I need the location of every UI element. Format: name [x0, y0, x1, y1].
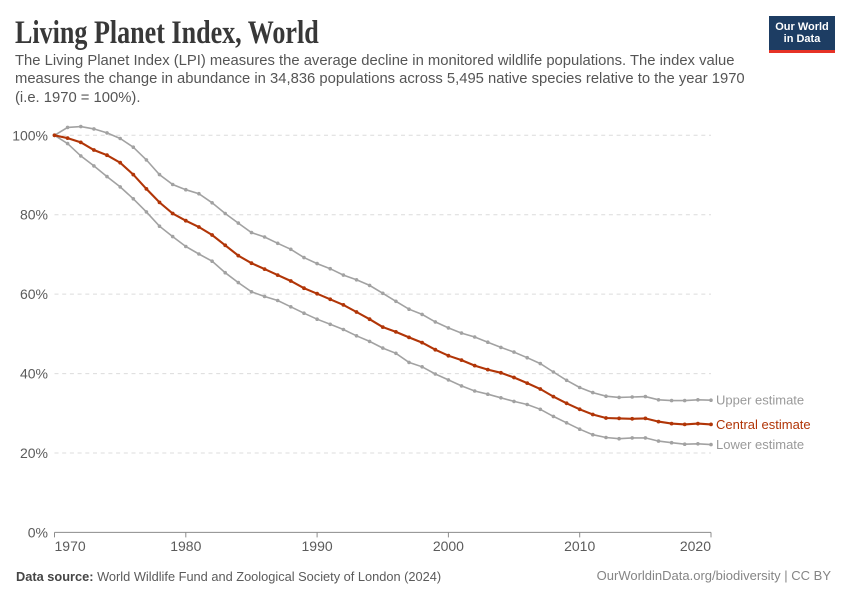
svg-text:100%: 100% [12, 127, 48, 143]
svg-text:Upper estimate: Upper estimate [716, 393, 804, 408]
svg-text:60%: 60% [20, 286, 48, 302]
svg-text:2010: 2010 [564, 538, 595, 554]
svg-text:Central estimate: Central estimate [716, 417, 811, 432]
svg-text:2000: 2000 [433, 538, 464, 554]
svg-text:1970: 1970 [55, 538, 86, 554]
svg-text:1990: 1990 [302, 538, 333, 554]
svg-text:20%: 20% [20, 445, 48, 461]
svg-text:0%: 0% [28, 524, 48, 540]
svg-text:Lower estimate: Lower estimate [716, 437, 804, 452]
svg-text:1980: 1980 [170, 538, 201, 554]
svg-text:40%: 40% [20, 366, 48, 382]
svg-text:80%: 80% [20, 207, 48, 223]
svg-text:2020: 2020 [680, 538, 711, 554]
